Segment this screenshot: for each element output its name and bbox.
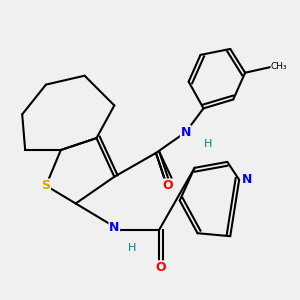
Text: O: O xyxy=(163,179,173,192)
Text: H: H xyxy=(128,243,136,253)
Text: O: O xyxy=(155,261,166,274)
Text: N: N xyxy=(109,221,119,234)
Text: S: S xyxy=(41,179,50,192)
Text: CH₃: CH₃ xyxy=(271,62,288,71)
Text: N: N xyxy=(181,126,191,139)
Text: N: N xyxy=(242,173,252,186)
Text: H: H xyxy=(204,139,212,149)
